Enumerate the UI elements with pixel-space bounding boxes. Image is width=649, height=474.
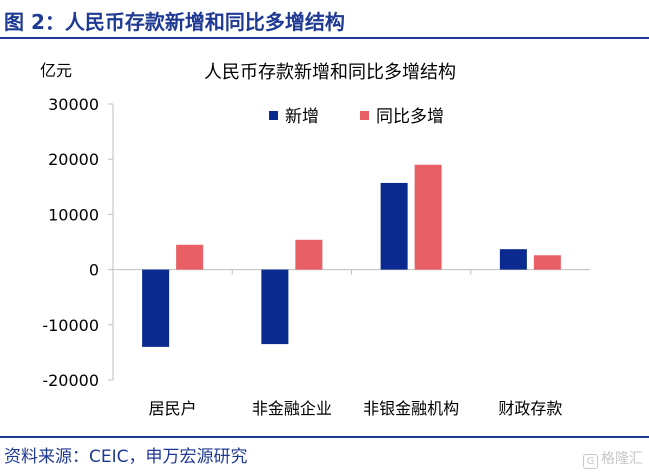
y-tick-label: -20000 (42, 371, 99, 390)
category-label: 非银金融机构 (363, 399, 459, 418)
legend-swatch-new (269, 111, 278, 120)
bar-yoy (533, 255, 561, 270)
x-axis-labels: 居民户 非金融企业 非银金融机构 财政存款 (149, 399, 563, 418)
y-tick-label: 30000 (48, 95, 99, 114)
bar-yoy (414, 164, 442, 270)
bar-yoy (176, 244, 204, 270)
legend-label: 同比多增 (376, 107, 444, 127)
watermark-logo-icon: G (583, 454, 598, 469)
watermark-text: 格隆汇 (601, 451, 643, 467)
legend-label: 新增 (285, 107, 319, 127)
chart-title: 人民币存款新增和同比多增结构 (204, 62, 456, 83)
y-tick-label: 0 (89, 261, 99, 280)
category-label: 居民户 (149, 399, 197, 418)
category-label: 财政存款 (498, 399, 562, 418)
bar-new (499, 249, 527, 270)
footer-divider (0, 436, 649, 438)
bar-new (142, 269, 170, 347)
legend: 新增 同比多增 (269, 107, 444, 127)
bar-new (380, 182, 408, 270)
axes (108, 103, 590, 381)
bar-new (261, 269, 289, 345)
y-tick-label: 10000 (48, 205, 99, 224)
source-note: 资料来源：CEIC，申万宏源研究 (4, 447, 248, 467)
y-axis-labels: 30000 20000 10000 0 -10000 -20000 (42, 95, 99, 390)
category-label: 非金融企业 (252, 399, 332, 418)
header-divider (0, 37, 649, 39)
y-tick-label: -10000 (42, 316, 99, 335)
y-tick-label: 20000 (48, 150, 99, 169)
y-axis-unit: 亿元 (40, 61, 72, 80)
bars (142, 164, 561, 347)
watermark: G 格隆汇 (583, 448, 643, 469)
figure-title: 图 2：人民币存款新增和同比多增结构 (4, 10, 345, 34)
bar-yoy (295, 239, 323, 270)
legend-swatch-yoy (360, 111, 369, 120)
